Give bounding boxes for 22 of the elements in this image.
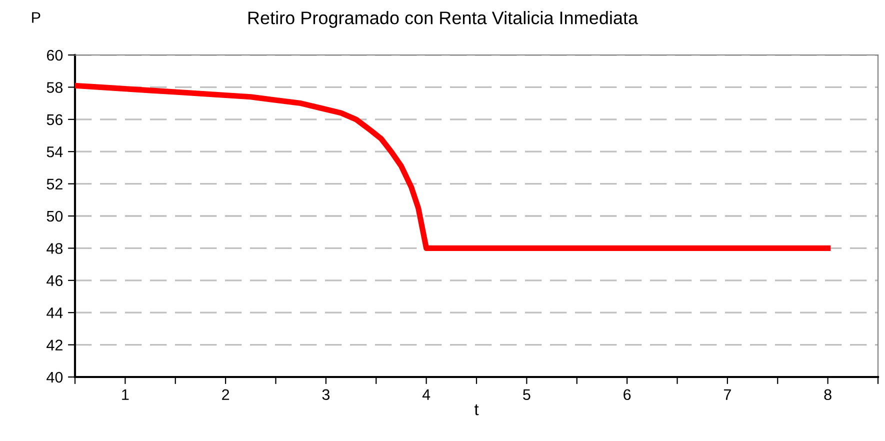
- y-tick-label: 52: [46, 178, 62, 190]
- x-tick-label: 4: [422, 389, 430, 400]
- y-tick-label: 40: [46, 372, 63, 383]
- x-tick-label: 6: [624, 389, 631, 400]
- x-tick-label: 5: [523, 389, 530, 400]
- y-axis-title: P: [32, 12, 40, 23]
- chart-title: Retiro Programado con Renta Vitalicia Inmediata: [248, 11, 638, 28]
- y-tick-label: 54: [46, 146, 63, 158]
- x-tick-label: 1: [122, 389, 129, 400]
- x-tick-label: 3: [322, 389, 330, 400]
- y-tick-label: 50: [46, 210, 63, 222]
- x-tick-label: 8: [824, 389, 832, 400]
- y-tick-label: 46: [46, 275, 63, 286]
- y-tick-label: 44: [46, 308, 63, 318]
- x-axis-title: t: [474, 404, 479, 416]
- y-tick-label: 60: [46, 50, 63, 61]
- y-tick-label: 58: [46, 82, 63, 93]
- y-tick-label: 48: [46, 243, 63, 254]
- x-tick-label: 7: [724, 389, 731, 400]
- y-tick-label: 56: [46, 114, 63, 126]
- y-tick-label: 42: [46, 340, 62, 350]
- x-tick-label: 2: [222, 389, 230, 400]
